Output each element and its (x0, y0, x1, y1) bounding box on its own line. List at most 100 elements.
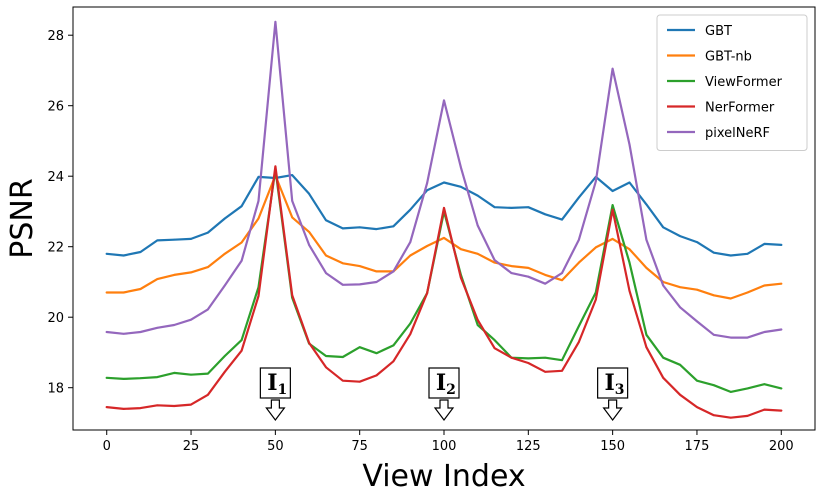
x-tick-label: 125 (516, 439, 541, 454)
data-point (527, 362, 530, 364)
data-point (476, 194, 479, 197)
data-point (628, 248, 631, 251)
data-point (611, 204, 614, 207)
data-point (443, 236, 445, 239)
data-point (611, 67, 614, 70)
data-point (240, 205, 243, 208)
data-point (611, 190, 614, 192)
data-point (476, 252, 479, 255)
data-point (223, 217, 226, 220)
data-point (274, 20, 277, 23)
data-point (645, 346, 648, 349)
x-tick-label: 100 (432, 439, 457, 454)
series-line-viewformer (105, 168, 783, 393)
data-point (156, 376, 159, 379)
data-point (341, 283, 344, 286)
data-point (746, 415, 749, 417)
data-point (392, 225, 395, 228)
data-point (611, 238, 614, 240)
data-point (679, 235, 681, 238)
data-point (291, 216, 294, 219)
data-point (139, 288, 142, 290)
data-point (763, 331, 766, 333)
data-point (561, 272, 563, 275)
data-point (173, 371, 176, 374)
data-point (223, 252, 226, 255)
y-tick-label: 20 (47, 311, 64, 326)
data-point (308, 230, 310, 233)
data-point (325, 355, 327, 357)
data-point (257, 199, 260, 202)
view-marker-box-2 (428, 367, 460, 399)
data-point (696, 241, 698, 244)
view-marker-subscript-1: 1 (277, 382, 287, 398)
data-point (257, 295, 260, 297)
view-marker-arrow-2 (433, 399, 455, 421)
data-point (527, 275, 530, 278)
data-point (578, 196, 580, 199)
y-tick-label: 18 (47, 382, 64, 397)
data-point (207, 308, 209, 311)
data-point (510, 356, 513, 359)
data-point (763, 284, 766, 287)
data-point (207, 266, 209, 269)
view-marker-box-1 (259, 367, 291, 399)
data-point (459, 166, 462, 169)
data-point (190, 318, 192, 321)
data-point (696, 379, 698, 382)
data-point (679, 393, 681, 396)
data-point (139, 251, 142, 253)
data-point (139, 407, 142, 410)
legend-label: ViewFormer (705, 75, 783, 90)
data-point (207, 393, 209, 396)
data-point (409, 241, 412, 244)
legend-label: pixelNeRF (705, 126, 770, 141)
data-point (375, 270, 378, 273)
data-point (493, 347, 496, 350)
data-point (780, 328, 783, 331)
data-point (257, 217, 260, 220)
data-point (341, 227, 344, 230)
data-point (645, 238, 648, 241)
data-point (712, 384, 715, 387)
data-point (358, 380, 361, 383)
data-point (325, 272, 327, 275)
data-point (696, 406, 698, 408)
data-point (746, 336, 749, 339)
data-point (375, 352, 378, 355)
y-tick-label: 28 (47, 29, 64, 44)
data-point (712, 414, 715, 417)
data-point (476, 324, 479, 326)
data-point (341, 356, 344, 358)
data-point (240, 349, 243, 352)
data-point (308, 342, 310, 344)
data-point (628, 261, 631, 264)
x-tick-label: 50 (267, 439, 284, 454)
data-point (105, 252, 108, 255)
data-point (780, 409, 783, 412)
data-point (325, 219, 327, 222)
data-point (510, 272, 513, 275)
data-point (544, 370, 547, 373)
data-point (780, 282, 783, 285)
x-tick-label: 150 (600, 439, 625, 454)
data-point (544, 356, 547, 359)
data-point (628, 181, 631, 184)
x-tick-label: 0 (103, 439, 111, 454)
data-point (139, 377, 142, 380)
data-point (426, 189, 429, 192)
data-point (544, 282, 547, 285)
data-point (122, 332, 125, 335)
data-point (426, 245, 429, 247)
data-point (729, 391, 732, 393)
data-point (729, 416, 732, 419)
data-point (510, 265, 513, 267)
legend-label: NerFormer (705, 101, 775, 116)
data-point (426, 292, 429, 295)
data-point (459, 185, 462, 188)
y-axis-title: PSNR (5, 178, 40, 258)
data-point (358, 265, 361, 267)
data-point (561, 279, 563, 282)
data-point (746, 291, 749, 294)
data-point (527, 206, 530, 209)
